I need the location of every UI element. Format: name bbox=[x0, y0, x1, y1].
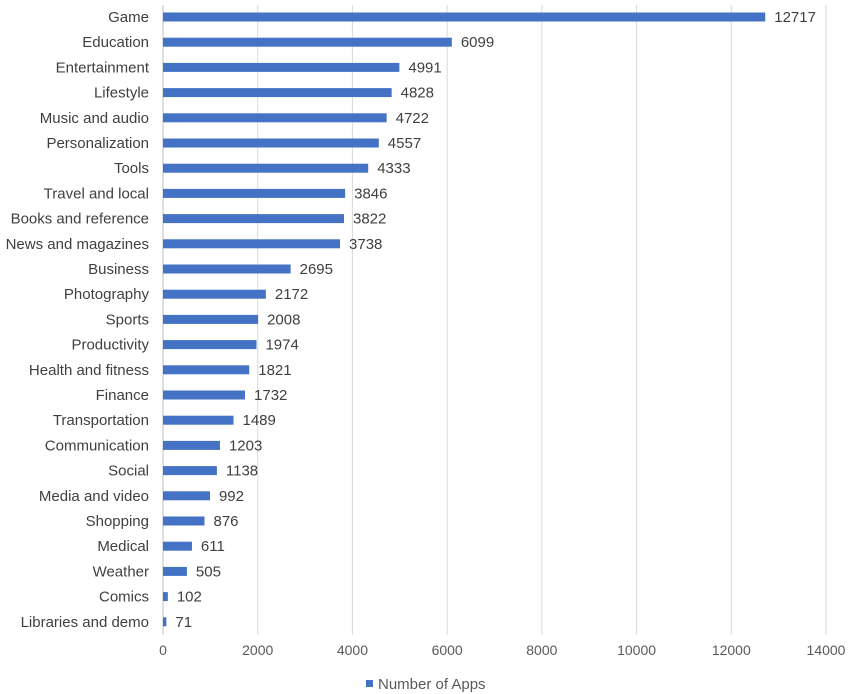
category-label: Education bbox=[82, 34, 149, 51]
bar-game bbox=[163, 12, 766, 22]
x-tick-label: 12000 bbox=[712, 642, 751, 658]
data-label: 3738 bbox=[349, 236, 382, 253]
data-label: 876 bbox=[213, 513, 238, 530]
bar-lifestyle bbox=[163, 88, 392, 98]
category-label: Sports bbox=[106, 311, 149, 328]
category-label: Photography bbox=[64, 286, 150, 303]
data-label: 4828 bbox=[401, 85, 434, 102]
bar-business bbox=[163, 264, 291, 274]
category-label: Lifestyle bbox=[94, 85, 149, 102]
legend-swatch bbox=[366, 680, 373, 687]
data-label: 12717 bbox=[774, 9, 816, 26]
data-label: 1489 bbox=[243, 412, 276, 429]
category-label: Personalization bbox=[46, 135, 149, 152]
legend: Number of Apps bbox=[366, 676, 486, 693]
data-label: 102 bbox=[177, 589, 202, 606]
category-label: Finance bbox=[96, 387, 149, 404]
data-label: 1138 bbox=[226, 463, 258, 480]
data-label: 1821 bbox=[258, 362, 291, 379]
data-label: 6099 bbox=[461, 34, 494, 51]
category-label: Books and reference bbox=[11, 211, 149, 228]
data-label: 4991 bbox=[408, 59, 441, 76]
category-label: Shopping bbox=[86, 513, 149, 530]
data-label: 2172 bbox=[275, 286, 308, 303]
data-label: 1203 bbox=[229, 437, 262, 454]
bar-comics bbox=[163, 592, 168, 602]
data-label: 3822 bbox=[353, 211, 386, 228]
value-labels: 12717 6099 4991 4828 4722 4557 4333 3846 3822 373… bbox=[175, 9, 816, 631]
category-label: Libraries and demo bbox=[21, 614, 149, 631]
bar-sports bbox=[163, 314, 259, 324]
category-label: Medical bbox=[97, 538, 149, 555]
category-label: News and magazines bbox=[6, 236, 149, 253]
bars bbox=[163, 12, 766, 627]
category-label: Music and audio bbox=[40, 110, 149, 127]
data-label: 505 bbox=[196, 563, 221, 580]
data-label: 4722 bbox=[396, 110, 429, 127]
bar-music-and-audio bbox=[163, 113, 387, 123]
category-label: Tools bbox=[114, 160, 149, 177]
bar-media-and-video bbox=[163, 491, 210, 501]
category-label: Game bbox=[108, 9, 149, 26]
data-label: 4333 bbox=[377, 160, 410, 177]
category-label: Comics bbox=[99, 589, 149, 606]
bar-shopping bbox=[163, 516, 205, 526]
category-label: Productivity bbox=[71, 337, 149, 354]
bar-entertainment bbox=[163, 62, 400, 72]
data-label: 992 bbox=[219, 488, 244, 505]
category-label: Transportation bbox=[53, 412, 149, 429]
bar-libraries-and-demo bbox=[163, 617, 167, 627]
data-label: 1732 bbox=[254, 387, 287, 404]
x-tick-label: 0 bbox=[159, 642, 167, 658]
bar-productivity bbox=[163, 340, 257, 350]
bar-travel-and-local bbox=[163, 188, 346, 198]
bar-finance bbox=[163, 390, 246, 400]
legend-label: Number of Apps bbox=[378, 676, 486, 693]
bar-transportation bbox=[163, 415, 234, 425]
category-labels: Game Education Entertainment Lifestyle Music… bbox=[6, 9, 150, 631]
category-label: Entertainment bbox=[56, 59, 150, 76]
bar-education bbox=[163, 37, 452, 47]
bar-photography bbox=[163, 289, 266, 299]
bar-personalization bbox=[163, 138, 379, 148]
bar-tools bbox=[163, 163, 369, 173]
data-label: 2008 bbox=[267, 311, 300, 328]
data-label: 2695 bbox=[300, 261, 333, 278]
x-tick-label: 14000 bbox=[807, 642, 846, 658]
x-tick-label: 10000 bbox=[617, 642, 656, 658]
x-tick-label: 2000 bbox=[242, 642, 273, 658]
x-tick-label: 6000 bbox=[432, 642, 463, 658]
data-label: 611 bbox=[201, 538, 225, 555]
category-label: Weather bbox=[93, 563, 149, 580]
bar-medical bbox=[163, 541, 192, 551]
bar-social bbox=[163, 466, 217, 476]
bar-weather bbox=[163, 566, 187, 576]
data-label: 1974 bbox=[265, 337, 298, 354]
x-tick-label: 8000 bbox=[526, 642, 557, 658]
category-label: Social bbox=[108, 463, 149, 480]
gridlines bbox=[162, 5, 827, 635]
category-label: Travel and local bbox=[44, 185, 149, 202]
data-label: 4557 bbox=[388, 135, 421, 152]
data-label: 3846 bbox=[354, 185, 387, 202]
bar-books-and-reference bbox=[163, 214, 344, 224]
category-label: Health and fitness bbox=[29, 362, 149, 379]
bar-health-and-fitness bbox=[163, 365, 250, 375]
x-axis-tick-labels: 0 2000 4000 6000 8000 10000 12000 14000 bbox=[159, 642, 846, 658]
bar-news-and-magazines bbox=[163, 239, 341, 249]
category-label: Communication bbox=[45, 437, 149, 454]
data-label: 71 bbox=[175, 614, 192, 631]
category-label: Media and video bbox=[39, 488, 149, 505]
bar-communication bbox=[163, 440, 220, 450]
x-tick-label: 4000 bbox=[337, 642, 368, 658]
category-label: Business bbox=[88, 261, 149, 278]
